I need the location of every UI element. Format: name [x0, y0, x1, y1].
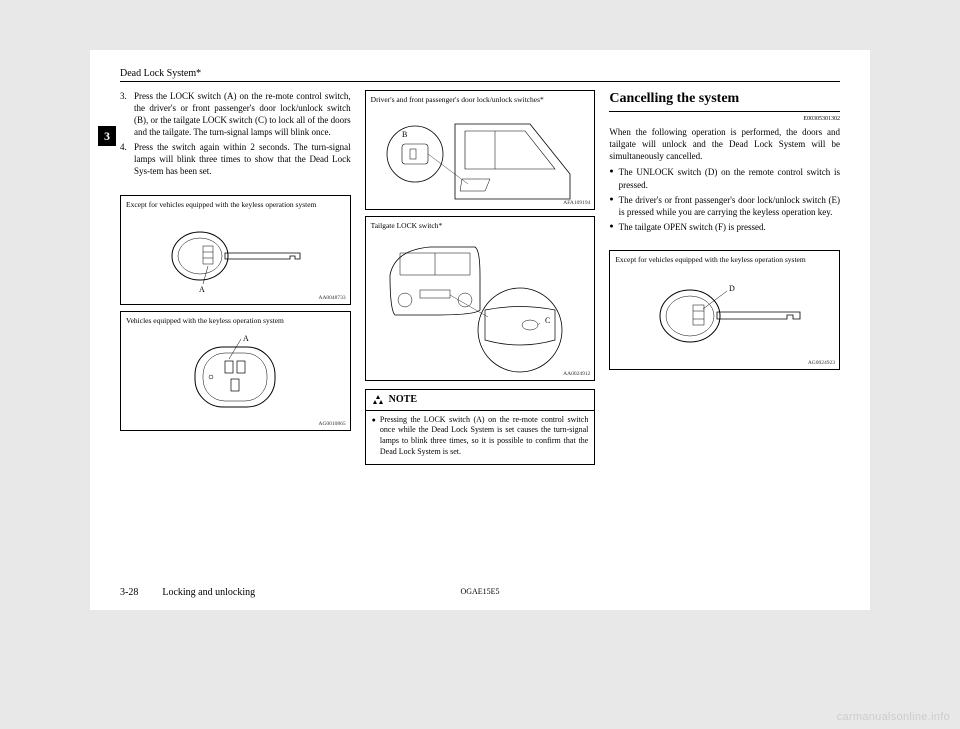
paragraph: When the following operation is performe… — [609, 126, 840, 162]
section-name: Locking and unlocking — [162, 587, 255, 598]
list-item: ● The UNLOCK switch (D) on the remote co… — [609, 166, 840, 190]
figure-keyless-fob: Vehicles equipped with the keyless opera… — [120, 311, 351, 431]
figure-image: A — [126, 327, 345, 427]
page-header: Dead Lock System* — [120, 68, 840, 82]
note-title: NOTE — [389, 393, 417, 407]
figure-label: A — [243, 334, 249, 343]
figure-label: A — [199, 285, 205, 294]
note-text: Pressing the LOCK switch (A) on the re-m… — [380, 415, 588, 458]
list-item: ● The tailgate OPEN switch (F) is presse… — [609, 221, 840, 233]
figure-door-switch: Driver's and front passenger's door lock… — [365, 90, 596, 210]
column-1: 3. Press the LOCK switch (A) on the re-m… — [120, 90, 351, 550]
figure-image: B — [371, 106, 590, 206]
column-2: Driver's and front passenger's door lock… — [365, 90, 596, 550]
item-text: Press the switch again within 2 seconds.… — [134, 141, 351, 177]
figure-label: D — [729, 284, 735, 293]
bullet-icon: ● — [609, 166, 613, 190]
figure-tailgate-switch: Tailgate LOCK switch* C — [365, 216, 596, 381]
figure-code: AFA109194 — [563, 200, 590, 207]
figure-label: C — [545, 316, 550, 325]
item-text: The tailgate OPEN switch (F) is pressed. — [619, 221, 766, 233]
figure-code: AG0024923 — [808, 360, 835, 367]
figure-code: AA0048733 — [318, 295, 345, 302]
item-text: Press the LOCK switch (A) on the re-mote… — [134, 90, 351, 139]
bullet-icon: ● — [372, 415, 376, 458]
mitsubishi-icon — [371, 395, 385, 405]
figure-image: A — [126, 211, 345, 301]
bullet-icon: ● — [609, 194, 613, 218]
figure-caption: Tailgate LOCK switch* — [371, 221, 590, 230]
figure-code: AG0010865 — [318, 421, 345, 428]
content-columns: 3. Press the LOCK switch (A) on the re-m… — [120, 90, 840, 550]
watermark: carmanualsonline.info — [837, 711, 950, 723]
manual-page: Dead Lock System* 3 3. Press the LOCK sw… — [90, 50, 870, 610]
figure-key-remote: Except for vehicles equipped with the ke… — [120, 195, 351, 305]
note-box: NOTE ● Pressing the LOCK switch (A) on t… — [365, 389, 596, 465]
section-heading: Cancelling the system — [609, 90, 840, 112]
figure-caption: Vehicles equipped with the keyless opera… — [126, 316, 345, 325]
section-code: E00305301302 — [609, 115, 840, 123]
figure-image: C — [371, 232, 590, 377]
figure-code: AA0024912 — [563, 371, 590, 378]
item-number: 4. — [120, 141, 134, 177]
list-item: 3. Press the LOCK switch (A) on the re-m… — [120, 90, 351, 139]
item-text: The UNLOCK switch (D) on the remote cont… — [619, 166, 840, 190]
list-item: ● The driver's or front passenger's door… — [609, 194, 840, 218]
note-header: NOTE — [366, 390, 595, 411]
figure-caption: Except for vehicles equipped with the ke… — [615, 255, 834, 264]
page-footer: 3-28 Locking and unlocking OGAE15E5 — [120, 587, 840, 598]
item-number: 3. — [120, 90, 134, 139]
column-3: Cancelling the system E00305301302 When … — [609, 90, 840, 550]
bullet-icon: ● — [609, 221, 613, 233]
figure-caption: Driver's and front passenger's door lock… — [371, 95, 590, 104]
figure-key-unlock: Except for vehicles equipped with the ke… — [609, 250, 840, 370]
figure-label: B — [402, 130, 407, 139]
item-text: The driver's or front passenger's door l… — [619, 194, 840, 218]
figure-image: D — [615, 266, 834, 366]
note-body: ● Pressing the LOCK switch (A) on the re… — [366, 411, 595, 464]
figure-caption: Except for vehicles equipped with the ke… — [126, 200, 345, 209]
chapter-tab: 3 — [98, 126, 116, 146]
document-code: OGAE15E5 — [460, 587, 499, 596]
page-number: 3-28 — [120, 587, 138, 598]
list-item: 4. Press the switch again within 2 secon… — [120, 141, 351, 177]
